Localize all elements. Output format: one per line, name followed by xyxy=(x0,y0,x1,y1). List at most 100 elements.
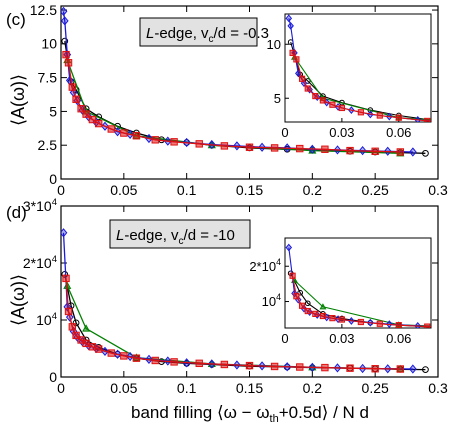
d-series-3-point xyxy=(68,323,77,331)
d-inset-ytick-label-exp: 4 xyxy=(276,257,281,267)
c-inset-series-layer xyxy=(285,14,458,125)
c-series-2-point xyxy=(61,16,69,26)
d-ytick-label: 104 xyxy=(36,311,58,328)
d-series-3-point xyxy=(132,354,141,362)
d-ytick-label-base: 0 xyxy=(49,369,57,385)
d-inset-series-3-point xyxy=(312,310,319,317)
c-series-3-point xyxy=(371,147,379,155)
c-inset-ytick-label: 5 xyxy=(274,91,281,106)
d-series-3-point xyxy=(296,363,304,371)
legend-text-c-pre: L xyxy=(146,25,154,42)
c-inset-series-2-point xyxy=(287,21,294,30)
d-series-3-point xyxy=(346,364,354,372)
inset-frame-d xyxy=(284,237,432,329)
d-series-3-point xyxy=(371,365,379,373)
d-inset-ytick-label-base: 2*10 xyxy=(249,259,276,274)
legend-text-d-post: /d = -10 xyxy=(184,227,235,244)
d-inset-ytick-label: 2*104 xyxy=(249,257,281,274)
c-series-3-point xyxy=(396,148,405,156)
c-xtick-label: 0.15 xyxy=(236,182,263,198)
d-inset-series-3-point xyxy=(329,315,336,322)
c-inset-ytick-label: 10 xyxy=(267,37,281,52)
d-series-2-point xyxy=(61,228,68,238)
x-axis-label: band filling ⟨ω − ωth+0.5d⟩ / N d xyxy=(131,403,369,425)
legend-text-c-mid: -edge, v xyxy=(154,25,209,42)
c-inset-axes: 0 0.03 0.06 5 10 xyxy=(267,37,412,140)
panel-c: (c) 0 0.05 0.1 0.15 0.2 0.25 0.3 0 2.5 5 7.5 10 12.5… xyxy=(6,2,458,198)
c-series-0-point xyxy=(422,149,429,157)
c-inset-series-3-point xyxy=(357,109,364,116)
c-series-3-point xyxy=(170,138,178,146)
d-inset-series-3-point xyxy=(424,323,431,328)
d-xtick-label: 0.05 xyxy=(110,380,137,396)
d-inset-series-3-point xyxy=(289,272,296,279)
c-series-3-point xyxy=(296,144,304,153)
d-inset-series-3-point xyxy=(298,302,306,309)
d-ytick-label-base: 10 xyxy=(36,312,52,328)
x-axis-label-tail: +0.5d⟩ / N d xyxy=(279,403,369,422)
d-ytick-label-exp: 4 xyxy=(52,254,58,265)
c-inset-series-3-point xyxy=(395,114,402,121)
c-series-layer xyxy=(61,6,429,157)
x-axis-label-sub: th xyxy=(270,413,279,425)
c-inset-xtick-label: 0.03 xyxy=(329,125,354,140)
y-axis-label-d: ⟨A(ω)⟩ xyxy=(8,274,28,326)
c-xtick-label: 0.2 xyxy=(303,182,323,198)
d-inset-xtick-label: 0.06 xyxy=(386,331,411,346)
d-xtick-label: 0.2 xyxy=(303,380,323,396)
c-series-3-point xyxy=(68,83,77,91)
d-inset-series-2-point xyxy=(444,324,449,330)
d-series-2-point xyxy=(409,364,417,374)
c-series-3-point xyxy=(346,146,354,155)
c-series-3-point xyxy=(132,132,141,140)
c-ytick-label: 5 xyxy=(49,103,57,119)
d-xtick-label: 0.15 xyxy=(236,380,263,396)
c-ytick-label: 0 xyxy=(49,171,57,187)
d-series-3-point xyxy=(107,349,115,357)
c-xtick-label: 0.25 xyxy=(362,182,389,198)
legend-text-c-post: /d = -0.3 xyxy=(214,25,269,42)
d-ytick-label: 0 xyxy=(49,369,57,385)
c-series-3-point xyxy=(62,50,70,59)
d-ytick-label-exp: 4 xyxy=(52,197,58,208)
c-series-3-point xyxy=(220,142,229,150)
c-inset-series-3-point xyxy=(298,75,306,82)
c-inset-series-0-point xyxy=(304,78,311,84)
c-inset-xtick-label: 0.06 xyxy=(386,125,411,140)
d-ytick-label-base: 3*10 xyxy=(23,198,52,214)
d-xtick-label: 0.25 xyxy=(362,380,389,396)
legend-box-d: L-edge, vc/d = -10 xyxy=(109,219,251,249)
d-inset-series-1-point xyxy=(319,303,327,310)
legend-background-d xyxy=(109,219,251,249)
d-inset-series-1-line xyxy=(294,279,431,327)
d-series-3-point xyxy=(321,363,329,372)
c-inset-series-3-point xyxy=(338,104,345,112)
c-ytick-label: 12.5 xyxy=(30,2,57,18)
d-inset-series-0-point xyxy=(297,289,304,296)
d-xtick-label: 0 xyxy=(57,380,65,396)
d-series-3-point xyxy=(64,307,73,316)
d-series-3-point xyxy=(270,362,279,371)
d-ytick-label-exp: 4 xyxy=(52,311,58,322)
d-series-3-point xyxy=(151,356,159,365)
c-inset-xtick-label: 0 xyxy=(281,125,288,140)
c-inset-series-2-point xyxy=(444,119,449,125)
d-series-layer xyxy=(61,228,429,374)
c-xtick-label: 0.3 xyxy=(428,182,448,198)
d-inset-series-0-line xyxy=(290,273,431,328)
legend-text-d-mid: -edge, v xyxy=(124,227,179,244)
c-series-3-point xyxy=(151,136,159,144)
d-ytick-label: 2*104 xyxy=(23,254,58,271)
c-series-0-point xyxy=(61,37,69,45)
legend-text-d-sub: c xyxy=(179,236,184,247)
c-series-3-point xyxy=(77,105,85,113)
c-series-2-point xyxy=(233,141,241,151)
c-xtick-label: 0.05 xyxy=(110,182,137,198)
legend-text-c: L-edge, vc/d = -0.3 xyxy=(146,25,269,45)
legend-background-c xyxy=(139,17,258,47)
c-inset-series-3-point xyxy=(453,120,458,125)
y-axis-label-c: ⟨A(ω)⟩ xyxy=(8,74,28,126)
panel-label-c: (c) xyxy=(6,10,26,29)
